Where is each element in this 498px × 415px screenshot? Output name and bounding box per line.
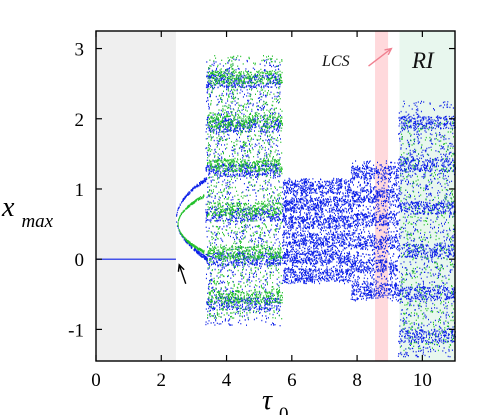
series-0-segment-4 xyxy=(350,160,399,302)
series-1-segment-2 xyxy=(399,120,456,352)
y-tick-label-0: -1 xyxy=(68,320,84,341)
series-1-segment-1 xyxy=(207,55,283,320)
x-tick-label-2: 4 xyxy=(222,370,232,391)
x-tick-label-0: 0 xyxy=(91,370,101,391)
series-0-segment-2 xyxy=(205,58,282,327)
series-0-segment-3 xyxy=(282,177,352,285)
shaded-region-0 xyxy=(96,31,176,361)
series-0-segment-5 xyxy=(397,100,456,358)
annotation-arrow-0 xyxy=(177,263,187,284)
x-tick-label-1: 2 xyxy=(157,370,167,391)
y-axis-label: x max xyxy=(1,192,54,232)
annotation-ri: RI xyxy=(411,48,435,73)
annotation-arrow-1 xyxy=(368,47,393,67)
x-axis-label: τ 0 xyxy=(262,385,289,415)
series-0-segment-1 xyxy=(176,177,208,261)
y-tick-label-1: 0 xyxy=(75,250,85,271)
annotation-lcs: LCS xyxy=(321,53,350,70)
y-tick-label-2: 1 xyxy=(75,180,85,201)
y-axis-label-subscript: max xyxy=(21,211,53,232)
y-axis-label-text: x xyxy=(1,192,15,223)
y-tick-label-3: 2 xyxy=(75,110,85,131)
series-1-segment-0 xyxy=(177,194,205,254)
x-tick-label-5: 10 xyxy=(413,370,432,391)
x-axis-label-text: τ xyxy=(262,385,273,415)
annotation-arrows xyxy=(177,47,393,284)
x-axis-label-subscript: 0 xyxy=(279,404,289,415)
axis-ticks: 0 2 4 6 8 10 -1 0 1 2 3 xyxy=(68,31,455,391)
x-tick-label-3: 6 xyxy=(287,370,297,391)
plot-frame xyxy=(95,30,456,362)
x-tick-label-4: 8 xyxy=(352,370,362,391)
y-tick-label-4: 3 xyxy=(75,40,85,61)
bifurcation-points xyxy=(96,55,456,358)
series-1 xyxy=(177,55,456,352)
